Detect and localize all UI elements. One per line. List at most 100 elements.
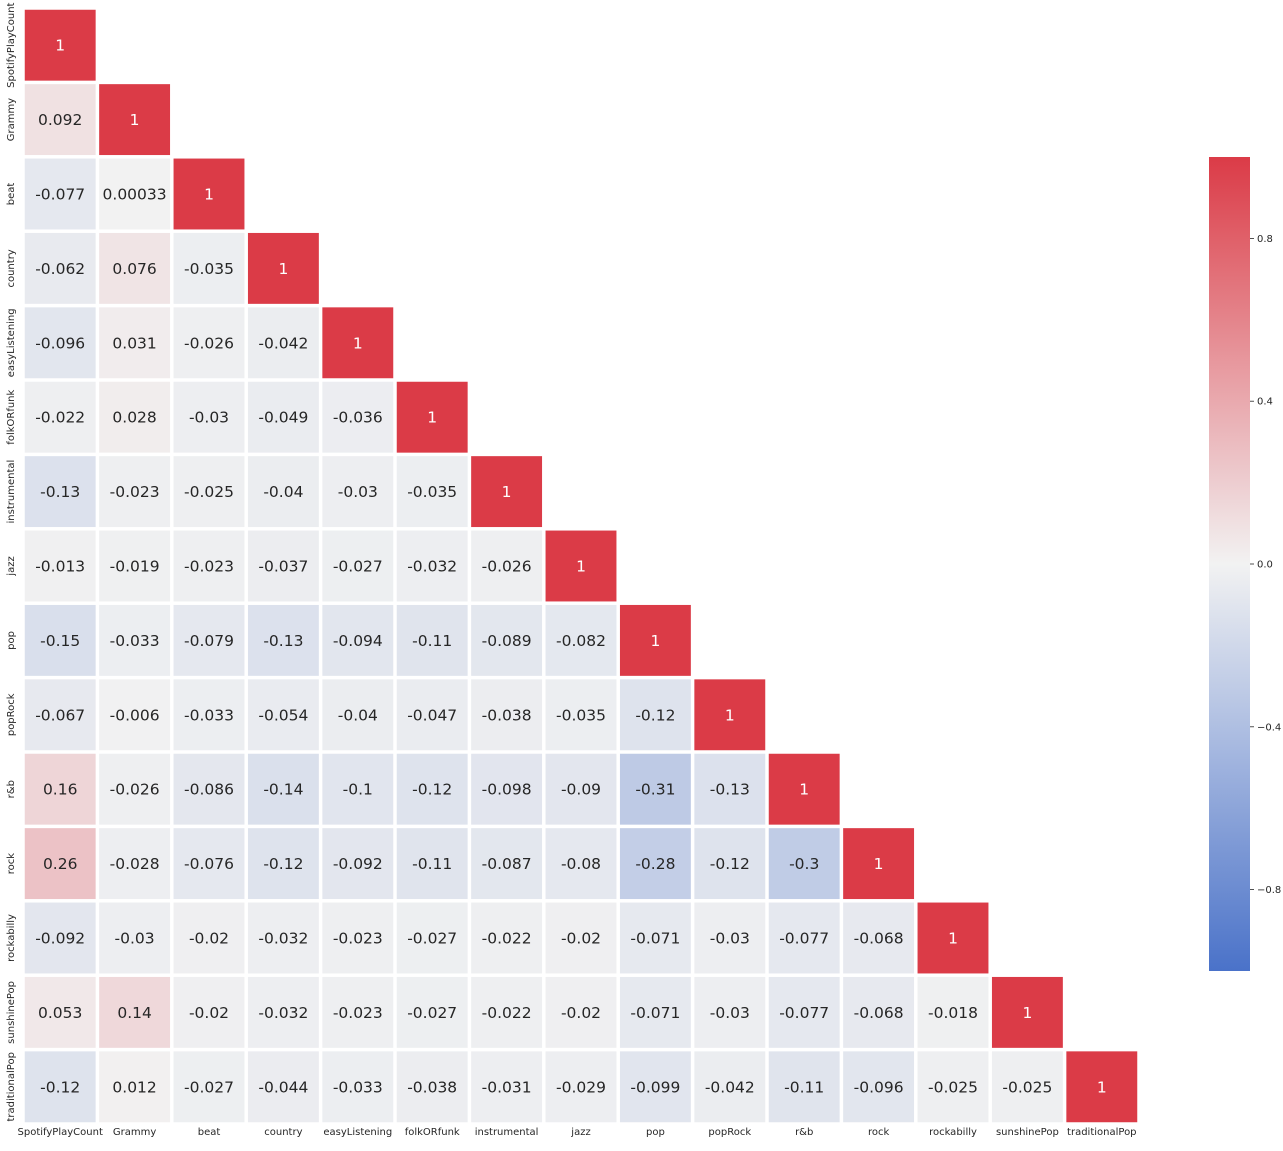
heatmap-cell (396, 753, 468, 825)
x-axis-tick-labels: SpotifyPlayCount Grammy beat country easyLis… (18, 1127, 1137, 1138)
heatmap-cell (247, 679, 319, 751)
x-tick-label: sunshinePop (996, 1127, 1059, 1138)
cell-value-label: -0.03 (710, 930, 750, 948)
cell-value-label: -0.067 (35, 706, 85, 724)
heatmap-cell (24, 530, 96, 602)
cell-value-label: -0.13 (263, 632, 303, 650)
cell-value-label: -0.28 (635, 855, 675, 873)
heatmap-cell (843, 828, 915, 900)
heatmap-cell (545, 1051, 617, 1123)
cell-value-label: 1 (502, 483, 512, 501)
cell-value-label: -0.047 (407, 706, 457, 724)
heatmap-cell (99, 828, 171, 900)
heatmap-cell (396, 530, 468, 602)
heatmap-cell (396, 976, 468, 1048)
x-tick-label: instrumental (475, 1127, 539, 1138)
cell-value-label: -0.027 (184, 1078, 234, 1096)
cell-value-label: -0.04 (263, 483, 303, 501)
heatmap-cell (247, 976, 319, 1048)
heatmap-cell (24, 158, 96, 230)
cell-value-label: -0.08 (561, 855, 601, 873)
cell-value-label: 0.26 (43, 855, 78, 873)
heatmap-cell (619, 604, 691, 676)
heatmap-cell (768, 902, 840, 974)
cell-value-label: -0.092 (333, 855, 383, 873)
cell-value-label: -0.15 (40, 632, 80, 650)
y-tick-label: SpotifyPlayCount (6, 2, 17, 87)
x-tick-label: easyListening (323, 1127, 392, 1138)
cell-value-label: 0.028 (112, 409, 156, 427)
x-tick-label: jazz (570, 1127, 590, 1138)
heatmap-cell (247, 307, 319, 379)
heatmap-cell (768, 1051, 840, 1123)
x-tick-label: folkORfunk (405, 1127, 460, 1138)
cell-value-label: 0.16 (43, 781, 78, 799)
heatmap-cell (322, 1051, 394, 1123)
cell-value-label: -0.027 (333, 558, 383, 576)
heatmap-cell (471, 1051, 543, 1123)
heatmap-cell (99, 976, 171, 1048)
heatmap-cells (24, 9, 1138, 1123)
cell-value-label: -0.026 (184, 334, 234, 352)
cell-value-label: -0.031 (482, 1078, 532, 1096)
x-tick-label: rock (868, 1127, 890, 1138)
cell-value-label: 1 (576, 558, 586, 576)
heatmap-cell (917, 902, 989, 974)
y-tick-label: pop (6, 631, 17, 650)
cell-value-label: -0.14 (263, 781, 303, 799)
cell-value-label: 0.00033 (103, 186, 167, 204)
cell-value-label: -0.13 (710, 781, 750, 799)
y-tick-label: popRock (6, 693, 17, 736)
cell-value-label: -0.035 (407, 483, 457, 501)
x-tick-label: traditionalPop (1067, 1127, 1137, 1138)
heatmap-cell (99, 679, 171, 751)
heatmap-cell (545, 753, 617, 825)
cell-value-label: -0.068 (854, 930, 904, 948)
heatmap-cell (173, 604, 245, 676)
cell-value-label: -0.098 (482, 781, 532, 799)
heatmap-cell (173, 158, 245, 230)
cell-value-label: -0.068 (854, 1004, 904, 1022)
cell-value-label: 1 (353, 334, 363, 352)
cell-value-label: -0.071 (630, 1004, 680, 1022)
heatmap-cell (619, 753, 691, 825)
cell-value-label: -0.054 (258, 706, 308, 724)
colorbar-tick-label: −0.4 (1257, 722, 1281, 733)
heatmap-cell (917, 976, 989, 1048)
heatmap-cell (173, 976, 245, 1048)
cell-value-label: 1 (130, 111, 140, 129)
cell-value-label: -0.032 (258, 930, 308, 948)
heatmap-cell (24, 828, 96, 900)
colorbar-tick-label: 0.4 (1257, 397, 1273, 408)
heatmap-cell (173, 679, 245, 751)
x-tick-label: Grammy (113, 1127, 156, 1138)
y-axis-tick-labels: SpotifyPlayCount Grammy beat country easyLis… (6, 2, 17, 1121)
heatmap-cell (173, 828, 245, 900)
heatmap-cell (173, 902, 245, 974)
heatmap-cell (843, 976, 915, 1048)
heatmap-cell (247, 530, 319, 602)
heatmap-cell (619, 902, 691, 974)
heatmap-cell (99, 902, 171, 974)
heatmap-cell (322, 679, 394, 751)
heatmap-cell (694, 976, 766, 1048)
cell-value-label: -0.033 (333, 1078, 383, 1096)
cell-value-label: -0.082 (556, 632, 606, 650)
cell-value-label: -0.12 (412, 781, 452, 799)
heatmap-cell (247, 902, 319, 974)
cell-value-label: -0.036 (333, 409, 383, 427)
heatmap-cell (471, 902, 543, 974)
cell-value-label: 1 (725, 706, 735, 724)
heatmap-cell (545, 679, 617, 751)
cell-value-label: 0.031 (112, 334, 156, 352)
heatmap-cell (322, 307, 394, 379)
heatmap-cell (173, 307, 245, 379)
heatmap-cell (545, 604, 617, 676)
cell-value-label: -0.023 (110, 483, 160, 501)
x-tick-label: r&b (795, 1127, 813, 1138)
heatmap-cell (99, 158, 171, 230)
heatmap-cell (619, 1051, 691, 1123)
heatmap-cell (247, 828, 319, 900)
cell-value-label: -0.12 (635, 706, 675, 724)
heatmap-cell (99, 232, 171, 304)
